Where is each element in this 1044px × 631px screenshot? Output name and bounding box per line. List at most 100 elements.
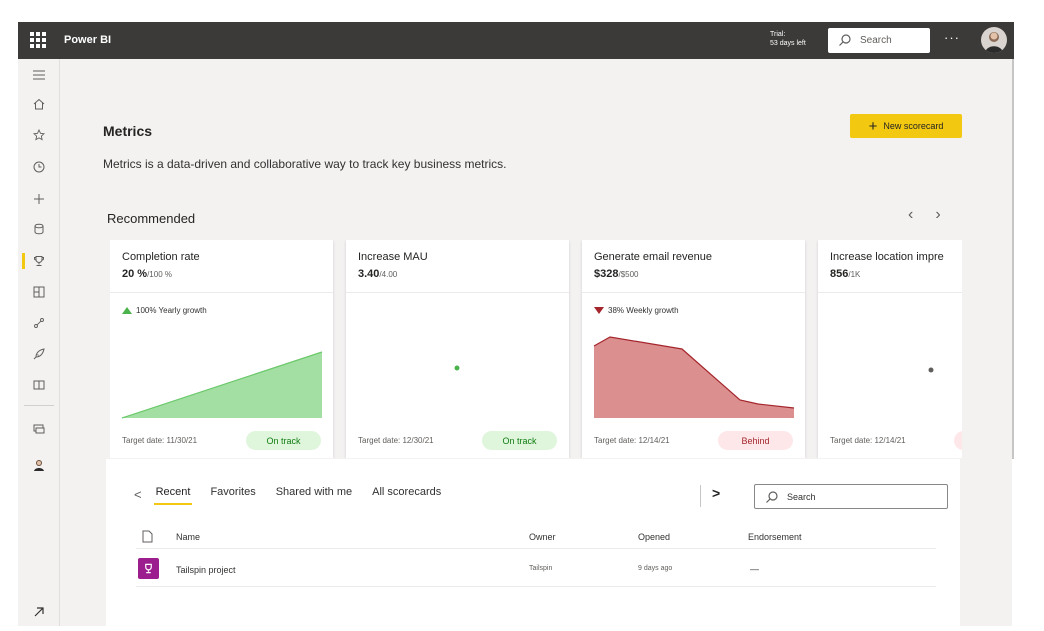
sparkline-point [454,365,460,371]
search-icon [839,34,851,46]
sparkline-area [593,336,795,418]
metric-card[interactable]: Generate email revenue $328/$500 38% Wee… [582,240,805,458]
tabs-prev-button[interactable]: < [134,487,142,502]
nav-menu-button[interactable] [18,63,60,87]
carousel-prev-button[interactable]: ‹ [908,206,914,223]
metric-value: $328/$500 [594,268,639,280]
nav-recent[interactable] [18,155,60,179]
trial-status: Trial: 53 days left [770,30,806,48]
metric-trend: 38% Weekly growth [594,306,679,315]
metric-target: /$500 [618,270,639,279]
top-bar: Power BI Trial: 53 days left Search ··· [18,22,1014,59]
trial-label: Trial: [770,31,786,38]
trend-text: 100% Yearly growth [136,306,207,315]
column-opened[interactable]: Opened [638,532,671,542]
nav-learn[interactable] [18,342,60,366]
hamburger-icon [33,70,45,80]
metric-trend: 100% Yearly growth [122,306,207,315]
list-search-placeholder: Search [787,492,816,502]
nav-deployment[interactable] [18,311,60,335]
rocket-icon [33,348,45,360]
card-divider [818,292,962,293]
column-owner[interactable]: Owner [529,532,556,542]
metric-title: Completion rate [122,251,200,263]
metric-title: Generate email revenue [594,251,713,263]
target-date: Target date: 12/14/21 [830,436,906,445]
sparkline-point [928,367,934,373]
nav-apps[interactable] [18,280,60,304]
tab-recent[interactable]: Recent [153,486,193,505]
vertical-scrollbar[interactable] [1012,59,1014,459]
user-avatar[interactable] [981,27,1007,53]
metric-value: 856/1K [830,268,860,280]
row-name[interactable]: Tailspin project [176,565,236,575]
scorecard-icon [138,558,159,579]
sparkline-area [121,351,323,419]
star-icon [33,129,45,141]
nav-datasets[interactable] [18,217,60,241]
target-date: Target date: 12/14/21 [594,436,670,445]
brand-name[interactable]: Power BI [64,34,112,46]
nav-favorites[interactable] [18,123,60,147]
card-divider [110,292,333,293]
search-icon [766,491,778,503]
nav-separator [24,405,54,406]
tab-all-scorecards[interactable]: All scorecards [372,486,442,498]
row-opened: 9 days ago [638,565,673,572]
more-options-button[interactable]: ··· [944,30,960,45]
recommended-carousel: Completion rate 20 %/100 % 100% Yearly g… [110,240,962,458]
metric-current: 3.40 [358,268,380,280]
nav-home[interactable] [18,92,60,116]
global-search-input[interactable]: Search [828,28,930,53]
trend-text: 38% Weekly growth [608,306,679,315]
metric-card[interactable]: Completion rate 20 %/100 % 100% Yearly g… [110,240,333,458]
tab-shared-with-me[interactable]: Shared with me [275,486,353,498]
tab-favorites[interactable]: Favorites [210,486,256,498]
row-endorsement: — [750,564,759,574]
recommended-heading: Recommended [107,211,196,226]
nav-workspaces[interactable] [18,373,60,397]
column-name[interactable]: Name [176,532,201,542]
nav-create[interactable] [18,187,60,211]
page-title: Metrics [103,123,153,139]
metric-card[interactable]: Increase MAU 3.40/4.00 Target date: 12/3… [346,240,569,458]
metric-card[interactable]: Increase location impre 856/1K Target da… [818,240,962,458]
nav-my-workspace[interactable] [18,417,60,441]
carousel-arrows: ‹ › [908,206,941,224]
app-launcher-icon[interactable] [30,32,46,48]
nav-expand[interactable] [18,600,60,624]
status-badge: Behind [718,431,793,450]
database-icon [34,223,44,235]
card-divider [346,292,569,293]
metric-current: 20 % [122,268,148,280]
metric-title: Increase MAU [358,251,428,263]
list-search-input[interactable]: Search [754,484,948,509]
plus-icon [34,194,44,204]
scorecard-list-panel: < Recent Favorites Shared with me All sc… [106,459,960,626]
carousel-next-button[interactable]: › [935,206,941,223]
target-date: Target date: 12/30/21 [358,436,434,445]
trend-up-icon [122,307,132,314]
nav-metrics[interactable] [18,249,60,273]
metric-target: /1K [848,270,861,279]
new-scorecard-label: New scorecard [883,121,944,131]
new-scorecard-button[interactable]: + New scorecard [850,114,962,138]
table-row[interactable]: Tailspin project Tailspin 9 days ago — [136,553,936,587]
metric-target: /4.00 [379,270,398,279]
file-type-icon [142,530,153,543]
expand-arrow-icon [34,607,44,617]
column-endorsement[interactable]: Endorsement [748,532,802,542]
home-icon [33,98,45,110]
nav-profile[interactable] [18,453,60,477]
target-date: Target date: 11/30/21 [122,436,198,445]
profile-icon [34,460,44,471]
tabs-next-button[interactable]: > [712,485,721,501]
book-icon [33,380,45,390]
clock-icon [33,161,45,173]
status-badge [954,431,962,450]
metric-title: Increase location impre [830,251,944,263]
page-subtitle: Metrics is a data-driven and collaborati… [103,157,507,171]
tabs-divider [700,485,701,507]
trend-down-icon [594,307,604,314]
row-owner: Tailspin [529,565,553,572]
